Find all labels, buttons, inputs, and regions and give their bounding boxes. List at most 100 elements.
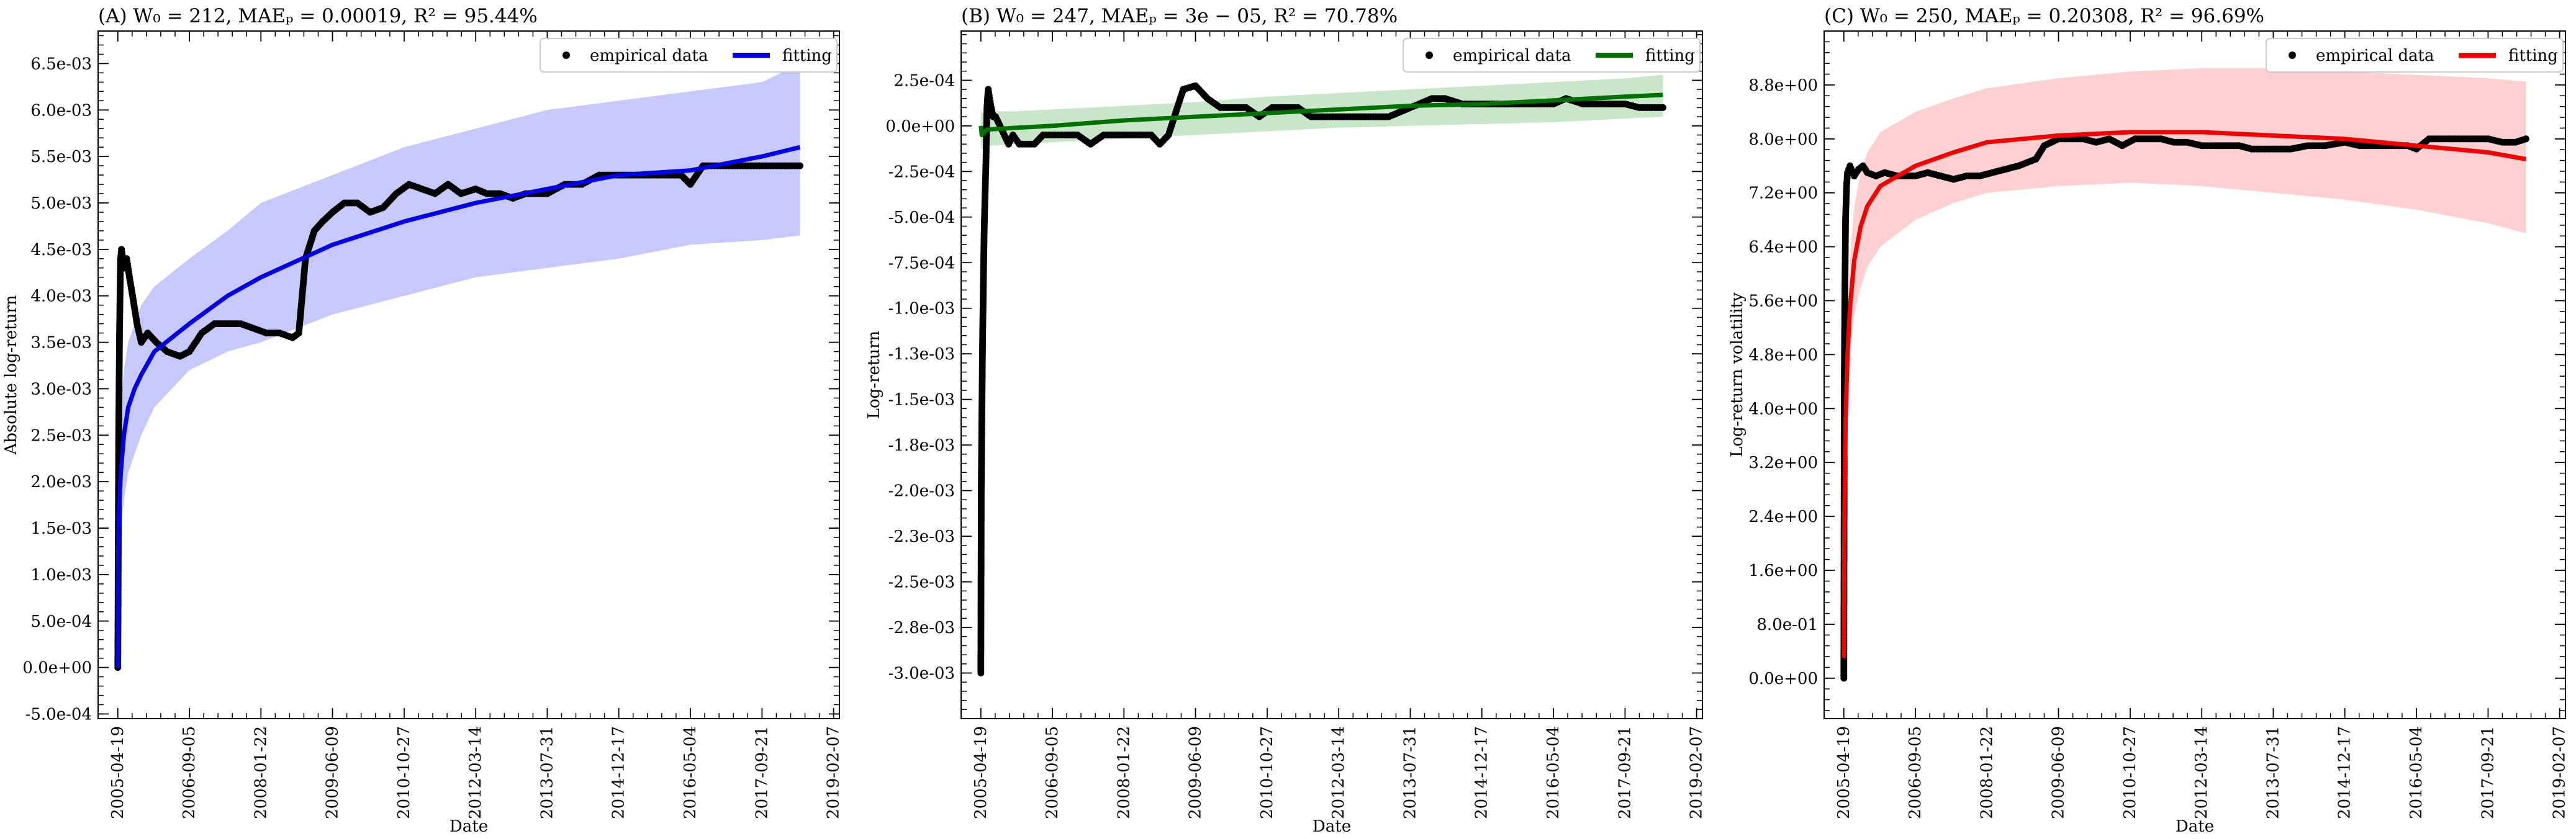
x-tick-label: 2013-07-31 xyxy=(2264,726,2282,819)
x-tick-label: 2019-02-07 xyxy=(1688,726,1706,819)
legend-marker-empirical xyxy=(563,52,570,59)
y-tick-label: 5.5e-03 xyxy=(30,148,92,166)
x-tick-label: 2008-01-22 xyxy=(251,726,270,819)
x-tick-label: 2005-04-19 xyxy=(1835,726,1853,819)
y-tick-label: 5.0e-03 xyxy=(30,194,92,213)
y-tick-label: -5.0e-04 xyxy=(888,209,955,227)
x-tick-label: 2017-09-21 xyxy=(752,726,771,819)
x-tick-label: 2006-09-05 xyxy=(1043,726,1062,819)
legend-label-empirical: empirical data xyxy=(2316,47,2434,65)
x-tick-label: 2010-10-27 xyxy=(395,726,414,819)
chart-title: (C) W₀ = 250, MAEₚ = 0.20308, R² = 96.69… xyxy=(1824,5,2264,27)
y-tick-label: 3.0e-03 xyxy=(30,380,92,398)
y-tick-label: 0.0e+00 xyxy=(22,659,92,678)
y-tick-label: 4.0e-03 xyxy=(30,287,92,306)
y-axis: -3.0e-03 -2.8e-03 -2.5e-03 -2.3e-03 -2.0e-03… xyxy=(885,34,1702,711)
x-tick-label: 2008-01-22 xyxy=(1114,726,1133,819)
y-tick-label: 1.5e-03 xyxy=(30,519,92,538)
chart-title: (A) W₀ = 212, MAEₚ = 0.00019, R² = 95.44… xyxy=(98,5,538,27)
x-tick-label: 2009-06-09 xyxy=(2050,726,2068,819)
legend-label-empirical: empirical data xyxy=(590,47,708,65)
legend-label-fit: fitting xyxy=(2508,47,2558,65)
plot-frame xyxy=(97,30,840,719)
plot-area xyxy=(114,63,803,671)
x-tick-label: 2017-09-21 xyxy=(2479,726,2497,819)
x-tick-label: 2016-05-04 xyxy=(1544,726,1563,819)
legend-label-fit: fitting xyxy=(782,47,832,65)
empirical-point xyxy=(796,162,803,169)
y-tick-label: 4.0e+00 xyxy=(1748,400,1818,418)
legend-box xyxy=(1403,38,1701,73)
y-tick-label: 8.0e-01 xyxy=(1756,616,1818,634)
legend-marker-empirical xyxy=(1426,52,1433,59)
x-tick-label: 2014-12-17 xyxy=(610,726,628,819)
plot-area xyxy=(1840,68,2529,682)
y-tick-label: -2.5e-03 xyxy=(888,573,955,592)
plot-frame xyxy=(960,30,1703,719)
chart-panel-1: 2005-04-19 2006-09-05 2008-01-22 2009-06-09… xyxy=(2,5,843,836)
x-tick-label: 2010-10-27 xyxy=(2121,726,2140,819)
legend-label-empirical: empirical data xyxy=(1453,47,1571,65)
y-axis: 0.0e+00 8.0e-01 1.6e+00 2.4e+00 3.2e+00 4.0e+… xyxy=(1748,41,2565,711)
y-tick-label: 5.6e+00 xyxy=(1748,292,1818,311)
empirical-series xyxy=(1840,135,2529,682)
y-axis-label: Absolute log-return xyxy=(2,295,20,455)
x-axis: 2005-04-19 2006-09-05 2008-01-22 2009-06-09… xyxy=(1835,31,2569,819)
y-tick-label: 8.8e+00 xyxy=(1748,76,1818,95)
x-tick-label: 2009-06-09 xyxy=(323,726,342,819)
legend-box xyxy=(2266,38,2564,73)
chart-title: (B) W₀ = 247, MAEₚ = 3e − 05, R² = 70.78… xyxy=(961,5,1398,27)
x-axis-label: Date xyxy=(2176,817,2214,836)
y-tick-label: 6.0e-03 xyxy=(30,101,92,120)
y-tick-label: 6.4e+00 xyxy=(1748,238,1818,257)
x-tick-label: 2005-04-19 xyxy=(972,726,990,819)
y-tick-label: -3.0e-03 xyxy=(888,665,955,683)
chart-panel-2: 2005-04-19 2006-09-05 2008-01-22 2009-06-09… xyxy=(865,5,1706,836)
x-tick-label: 2012-03-14 xyxy=(2192,726,2211,819)
x-tick-label: 2019-02-07 xyxy=(2551,726,2569,819)
legend-box xyxy=(540,38,838,73)
y-tick-label: 1.6e+00 xyxy=(1748,562,1818,580)
y-tick-label: -1.8e-03 xyxy=(888,436,955,455)
x-tick-label: 2005-04-19 xyxy=(109,726,127,819)
y-tick-label: 6.5e-03 xyxy=(30,55,92,73)
y-tick-label: -5.0e-04 xyxy=(25,706,92,724)
legend-label-fit: fitting xyxy=(1645,47,1695,65)
x-tick-label: 2016-05-04 xyxy=(681,726,700,819)
y-axis: -5.0e-04 0.0e+00 5.0e-04 1.0e-03 1.5e-03 2.0e… xyxy=(22,35,839,724)
fit-line xyxy=(1842,130,2527,658)
chart-panel-3: 2005-04-19 2006-09-05 2008-01-22 2009-06-09… xyxy=(1728,5,2569,836)
y-tick-label: -2.0e-03 xyxy=(888,482,955,501)
x-tick-label: 2014-12-17 xyxy=(1473,726,1491,819)
y-tick-label: -2.5e-04 xyxy=(888,163,955,181)
plot-frame xyxy=(1824,30,2566,719)
empirical-point xyxy=(1659,104,1666,111)
x-axis-label: Date xyxy=(1313,817,1351,836)
y-tick-label: 2.5e-04 xyxy=(893,71,955,90)
confidence-band xyxy=(1843,68,2526,658)
y-tick-label: 0.0e+00 xyxy=(885,117,955,136)
x-tick-label: 2012-03-14 xyxy=(466,726,485,819)
y-tick-label: 4.5e-03 xyxy=(30,241,92,259)
y-axis-label: Log-return xyxy=(865,330,884,419)
plot-area xyxy=(977,74,1666,676)
y-tick-label: 3.2e+00 xyxy=(1748,454,1818,472)
legend-marker-empirical xyxy=(2289,52,2296,59)
y-tick-label: -1.0e-03 xyxy=(888,300,955,318)
x-tick-label: 2006-09-05 xyxy=(1906,726,1925,819)
y-tick-label: 2.4e+00 xyxy=(1748,508,1818,526)
x-tick-label: 2013-07-31 xyxy=(1401,726,1419,819)
y-tick-label: -7.5e-04 xyxy=(888,254,955,272)
x-axis-label: Date xyxy=(450,817,488,836)
y-tick-label: -1.3e-03 xyxy=(888,345,955,364)
y-tick-label: -1.5e-03 xyxy=(888,391,955,410)
y-tick-label: 8.0e+00 xyxy=(1748,130,1818,149)
x-tick-label: 2006-09-05 xyxy=(180,726,199,819)
x-tick-label: 2013-07-31 xyxy=(538,726,556,819)
y-tick-label: 2.0e-03 xyxy=(30,473,92,491)
y-tick-label: -2.3e-03 xyxy=(888,527,955,546)
y-tick-label: 3.5e-03 xyxy=(30,334,92,352)
x-tick-label: 2019-02-07 xyxy=(825,726,843,819)
x-tick-label: 2010-10-27 xyxy=(1258,726,1277,819)
